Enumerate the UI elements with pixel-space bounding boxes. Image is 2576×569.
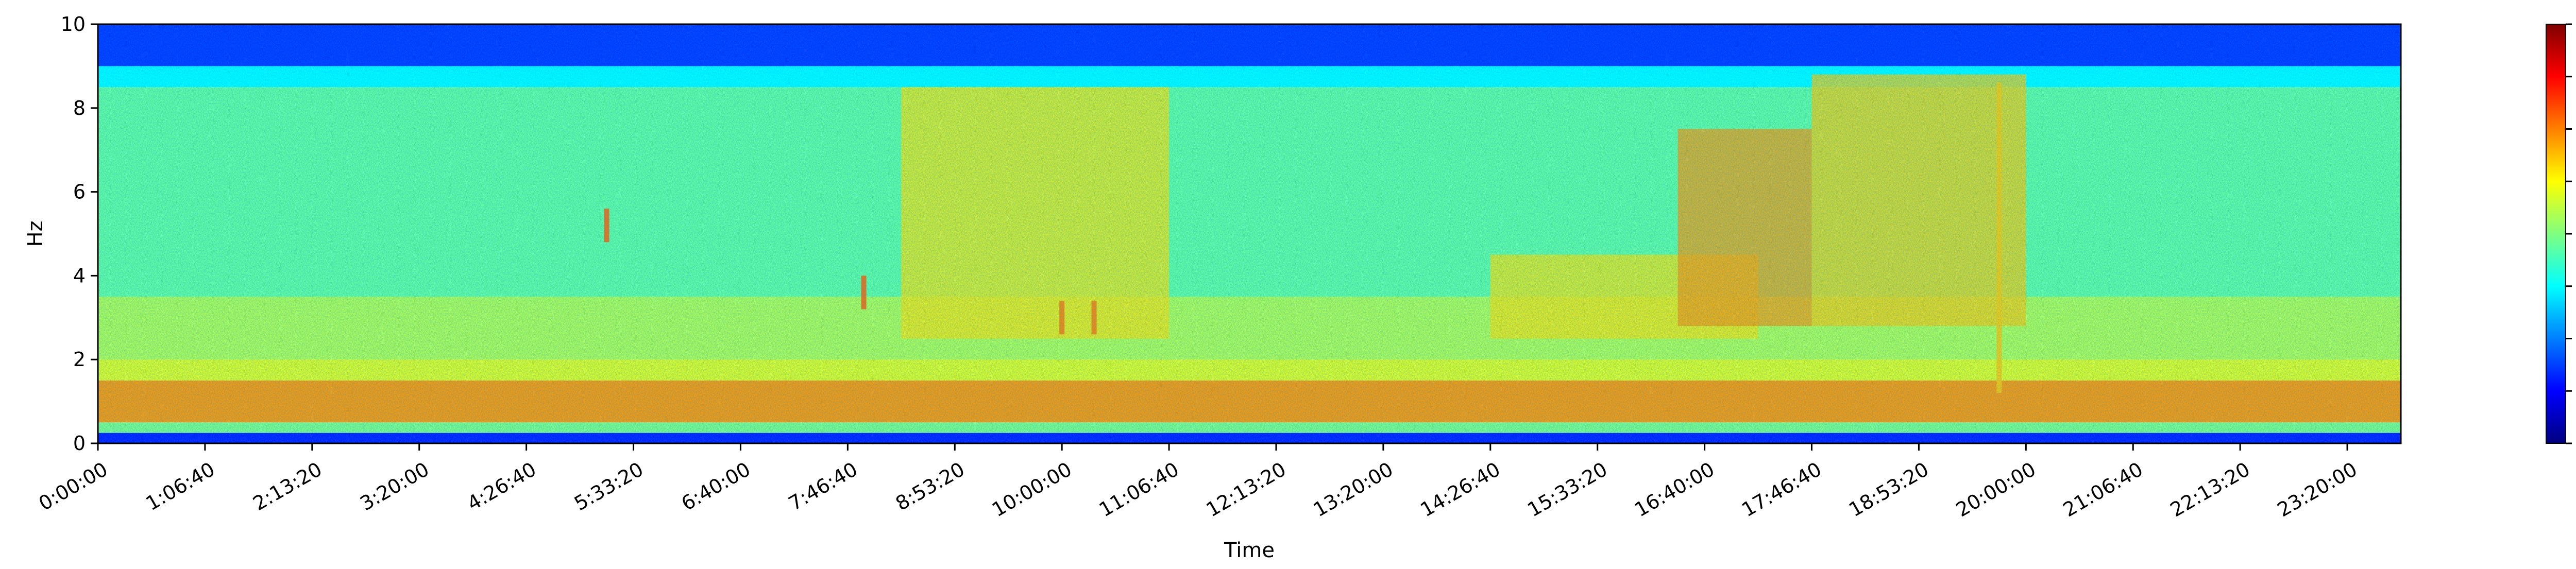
spectrogram-plot bbox=[97, 23, 2402, 444]
x-tick-label: 6:40:00 bbox=[677, 458, 754, 515]
x-tick-label: 12:13:20 bbox=[1202, 458, 1290, 521]
x-tick-label: 22:13:20 bbox=[2166, 458, 2254, 521]
x-tick-label: 5:33:20 bbox=[570, 458, 647, 515]
y-tick-label: 0 bbox=[73, 432, 86, 455]
x-tick-label: 8:53:20 bbox=[892, 458, 969, 515]
x-tick-label: 20:00:00 bbox=[1952, 458, 2040, 521]
x-tick-label: 21:06:40 bbox=[2059, 458, 2147, 521]
colorbar-gradient bbox=[2546, 24, 2566, 444]
x-tick-label: 7:46:40 bbox=[785, 458, 861, 515]
x-tick-label: 23:20:00 bbox=[2274, 458, 2361, 521]
x-tick-label: 2:13:20 bbox=[249, 458, 326, 515]
spectrogram-speckle bbox=[98, 24, 2401, 443]
y-tick-label: 6 bbox=[73, 181, 86, 203]
x-tick-label: 0:00:00 bbox=[35, 458, 112, 515]
colorbar-ticks: +0 dB-10 dB-20 dB-30 dB-40 dB-50 dB-60 d… bbox=[2566, 23, 2572, 444]
y-tick-label: 10 bbox=[61, 13, 86, 36]
x-tick-label: 1:06:40 bbox=[142, 458, 219, 515]
x-axis: 0:00:00 1:06:40 2:13:20 3:20:00 4:26:40 5:33:… bbox=[35, 443, 2361, 521]
x-tick-label: 17:46:40 bbox=[1738, 458, 1825, 521]
y-tick-label: 2 bbox=[73, 348, 86, 371]
x-tick-label: 11:06:40 bbox=[1095, 458, 1183, 521]
y-axis-title: Hz bbox=[24, 220, 47, 247]
spectrogram-texture bbox=[98, 24, 2401, 443]
y-tick-label: 8 bbox=[73, 97, 86, 119]
x-tick-label: 18:53:20 bbox=[1845, 458, 1933, 521]
y-tick-label: 4 bbox=[73, 264, 86, 287]
plot-frame bbox=[97, 23, 2402, 444]
colorbar: +0 dB-10 dB-20 dB-30 dB-40 dB-50 dB-60 d… bbox=[2546, 23, 2572, 444]
x-tick-label: 15:33:20 bbox=[1523, 458, 1611, 521]
x-tick-label: 16:40:00 bbox=[1631, 458, 1718, 521]
x-axis-title: Time bbox=[1224, 539, 1275, 562]
x-tick-label: 13:20:00 bbox=[1310, 458, 1397, 521]
x-tick-label: 3:20:00 bbox=[356, 458, 433, 515]
x-tick-label: 10:00:00 bbox=[988, 458, 1076, 521]
y-axis: 0 2 4 6 8 10 bbox=[61, 13, 98, 455]
x-tick-label: 14:26:40 bbox=[1416, 458, 1504, 521]
x-tick-label: 4:26:40 bbox=[463, 458, 540, 515]
